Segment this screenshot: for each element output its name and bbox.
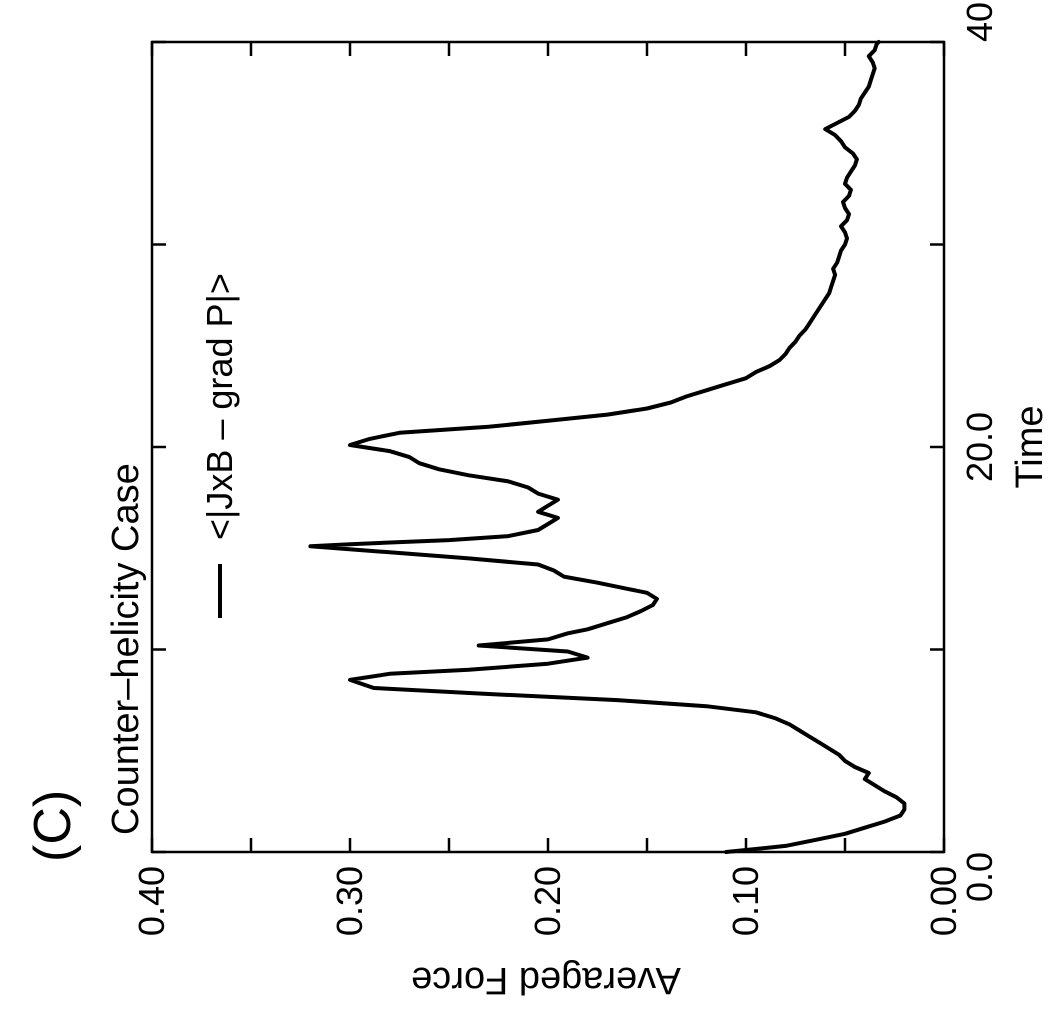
x-tick-label: 20.0 bbox=[959, 412, 1000, 482]
x-tick-label: 40.0 bbox=[959, 0, 1000, 42]
chart-title: Counter–helicity Case bbox=[105, 463, 147, 835]
y-tick-label: 0.30 bbox=[329, 866, 370, 936]
panel-label: (C) bbox=[24, 790, 82, 862]
axis-ticks bbox=[150, 40, 946, 854]
y-tick-label: 0.00 bbox=[923, 866, 964, 936]
y-tick-label: 0.20 bbox=[527, 866, 568, 936]
x-tick-label: 0.0 bbox=[959, 852, 1000, 902]
plot-frame bbox=[150, 40, 946, 854]
series-line bbox=[308, 40, 907, 854]
y-axis-label: Averaged Force bbox=[411, 959, 681, 1001]
y-tick-label: 0.10 bbox=[725, 866, 766, 936]
x-axis-label: Time bbox=[1009, 405, 1051, 488]
y-tick-label: 0.40 bbox=[131, 866, 172, 936]
legend-label: <|JxB – grad P|> bbox=[199, 273, 240, 540]
